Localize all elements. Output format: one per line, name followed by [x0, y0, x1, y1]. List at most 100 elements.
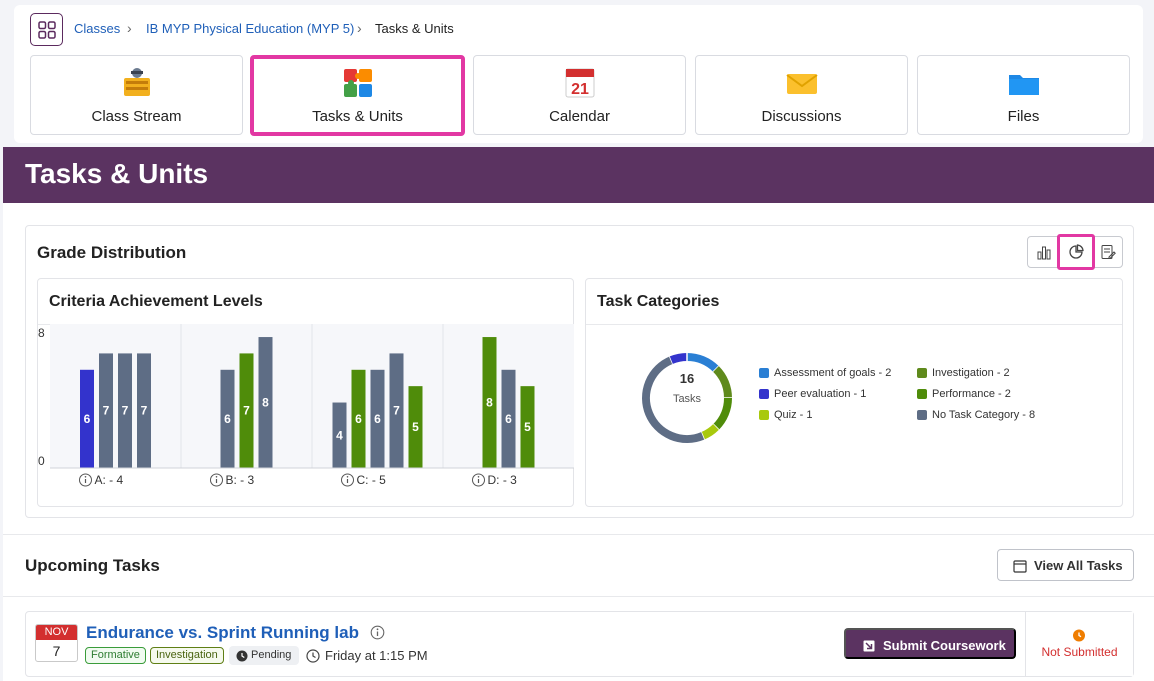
bar-value-label: 6 — [355, 412, 362, 426]
submit-coursework-button[interactable]: Submit Coursework — [844, 628, 1016, 659]
tile-label: Files — [1007, 108, 1040, 125]
bar-value-label: 7 — [243, 404, 250, 418]
info-icon[interactable] — [210, 473, 223, 487]
alarm-clock-icon — [1073, 629, 1085, 642]
grid-icon — [37, 20, 56, 39]
x-tick-label: D: - 3 — [472, 473, 517, 487]
bar[interactable] — [220, 369, 235, 468]
bar[interactable] — [370, 369, 385, 468]
task-categories-title: Task Categories — [597, 293, 720, 310]
slice-separator — [712, 423, 720, 431]
donut-center-label: Tasks — [673, 393, 702, 405]
legend-swatch — [917, 389, 927, 399]
bar-value-label: 8 — [262, 396, 269, 410]
bar-value-label: 6 — [84, 412, 91, 426]
chevron-right-icon: › — [357, 20, 362, 36]
task-date-day: 7 — [52, 643, 61, 659]
bar-value-label: 7 — [103, 404, 110, 418]
info-icon-dot — [215, 476, 218, 478]
bar[interactable] — [332, 402, 347, 468]
tile-files[interactable]: Files — [917, 55, 1130, 135]
page-banner: Tasks & Units — [3, 147, 1154, 203]
info-icon[interactable] — [472, 473, 485, 487]
info-icon[interactable] — [370, 625, 385, 640]
donut-slice[interactable] — [642, 356, 705, 443]
upcoming-tasks-title: Upcoming Tasks — [25, 556, 160, 575]
pie-chart-view-button[interactable] — [1057, 234, 1095, 270]
task-categories-card: Task Categories — [585, 278, 1123, 507]
bar[interactable] — [80, 369, 94, 468]
x-tick-text: C: - 5 — [357, 473, 387, 487]
tile-label: Calendar — [549, 108, 610, 125]
submit-coursework-label: Submit Coursework — [883, 638, 1006, 653]
bar[interactable] — [258, 337, 273, 468]
info-icon[interactable] — [341, 473, 354, 487]
legend-label: Assessment of goals - 2 — [774, 367, 892, 379]
legend-swatch — [917, 410, 927, 420]
tile-calendar[interactable]: 21 Calendar — [473, 55, 686, 135]
clock-icon — [306, 649, 320, 663]
tag-investigation: Investigation — [150, 647, 224, 664]
bar[interactable] — [239, 353, 254, 468]
bar[interactable] — [389, 353, 404, 468]
view-toggle — [1027, 234, 1124, 270]
legend-swatch — [917, 368, 927, 378]
bar[interactable] — [408, 386, 423, 468]
info-icon[interactable] — [79, 473, 92, 487]
page-title: Tasks & Units — [25, 158, 209, 189]
status-text: Pending — [251, 649, 292, 661]
tile-discussions[interactable]: Discussions — [695, 55, 908, 135]
donut-slice[interactable] — [669, 353, 688, 364]
bar-value-label: 6 — [374, 412, 381, 426]
legend-label: Investigation - 2 — [932, 367, 1010, 379]
bar-value-label: 5 — [524, 420, 531, 434]
donut-slice[interactable] — [686, 353, 719, 372]
bar-value-label: 6 — [224, 412, 231, 426]
apps-grid-button[interactable] — [30, 13, 63, 46]
view-all-tasks-label: View All Tasks — [1034, 558, 1123, 573]
bar[interactable] — [520, 386, 535, 468]
report-view-button[interactable] — [1092, 237, 1124, 267]
folder-icon — [1008, 75, 1039, 95]
bar[interactable] — [501, 369, 516, 468]
bar[interactable] — [118, 353, 132, 468]
bar[interactable] — [137, 353, 151, 468]
bar[interactable] — [99, 353, 113, 468]
criteria-achievement-title: Criteria Achievement Levels — [49, 293, 263, 310]
task-date-chip: NOV 7 — [35, 624, 78, 662]
tile-tasks-units[interactable]: Tasks & Units — [250, 55, 465, 136]
legend-label: Quiz - 1 — [774, 409, 813, 421]
bar-value-label: 7 — [393, 404, 400, 418]
task-categories-donut: 16 Tasks — [642, 353, 732, 443]
bar-chart-view-button[interactable] — [1028, 237, 1060, 267]
donut-slice[interactable] — [713, 366, 732, 399]
breadcrumb-class-name[interactable]: IB MYP Physical Education (MYP 5) — [146, 21, 355, 36]
divider — [586, 324, 1122, 325]
donut-slice[interactable] — [700, 424, 719, 440]
bar-value-label: 8 — [486, 396, 493, 410]
info-icon-dot — [477, 476, 480, 478]
bar-chart-icon — [1037, 246, 1051, 260]
tile-class-stream[interactable]: Class Stream — [30, 55, 243, 135]
x-tick-text: A: - 4 — [95, 473, 124, 487]
breadcrumb-classes[interactable]: Classes — [74, 21, 121, 36]
tile-label: Discussions — [761, 108, 842, 125]
donut-slice[interactable] — [713, 397, 732, 430]
donut-center-value: 16 — [680, 371, 694, 386]
task-title-link[interactable]: Endurance vs. Sprint Running lab — [86, 623, 385, 643]
info-icon-dot — [84, 476, 87, 478]
x-tick-label: B: - 3 — [210, 473, 255, 487]
envelope-icon — [785, 74, 818, 94]
puzzle-icon — [343, 69, 372, 97]
view-all-tasks-button[interactable]: View All Tasks — [997, 549, 1134, 581]
divider — [3, 596, 1154, 597]
tile-label: Class Stream — [91, 108, 182, 125]
tile-label: Tasks & Units — [312, 108, 403, 125]
bar[interactable] — [351, 369, 366, 468]
grade-distribution-title: Grade Distribution — [37, 243, 187, 262]
due-time: Friday at 1:15 PM — [306, 646, 428, 665]
y-tick-label: 8 — [38, 326, 45, 340]
calendar-icon-number: 21 — [571, 81, 589, 98]
bar[interactable] — [482, 337, 497, 468]
